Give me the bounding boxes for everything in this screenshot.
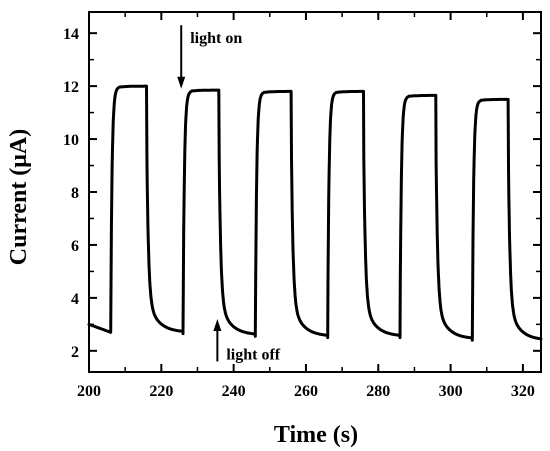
annotation-arrowhead (177, 76, 186, 89)
annotation-layer: light on light off (177, 25, 281, 363)
y-axis-title: Current (μA) (6, 129, 32, 265)
y-tick-label: 10 (63, 132, 79, 149)
y-tick-label: 4 (71, 291, 79, 308)
y-tick-label: 12 (63, 79, 79, 96)
annotation-label: light off (226, 346, 280, 363)
x-tick-label: 220 (149, 383, 173, 400)
x-tick-label: 280 (366, 383, 390, 400)
series-layer (87, 84, 543, 342)
annotation-label: light on (190, 30, 242, 47)
y-tick-label: 6 (71, 238, 79, 255)
x-axis-title: Time (s) (274, 422, 358, 448)
x-tick-label: 240 (222, 383, 246, 400)
y-tick-label: 14 (63, 26, 79, 43)
x-tick-label: 300 (439, 383, 463, 400)
y-tick-label: 2 (71, 344, 79, 361)
x-tick-label: 200 (77, 383, 101, 400)
y-tick-label: 8 (71, 185, 79, 202)
photocurrent-series-line (87, 84, 543, 342)
annotation-arrowhead (213, 319, 222, 332)
x-tick-label: 320 (511, 383, 535, 400)
x-tick-label: 260 (294, 383, 318, 400)
axes-layer: 200 220 240 260 280 300 320 2 4 6 8 10 12 14 (63, 11, 542, 400)
